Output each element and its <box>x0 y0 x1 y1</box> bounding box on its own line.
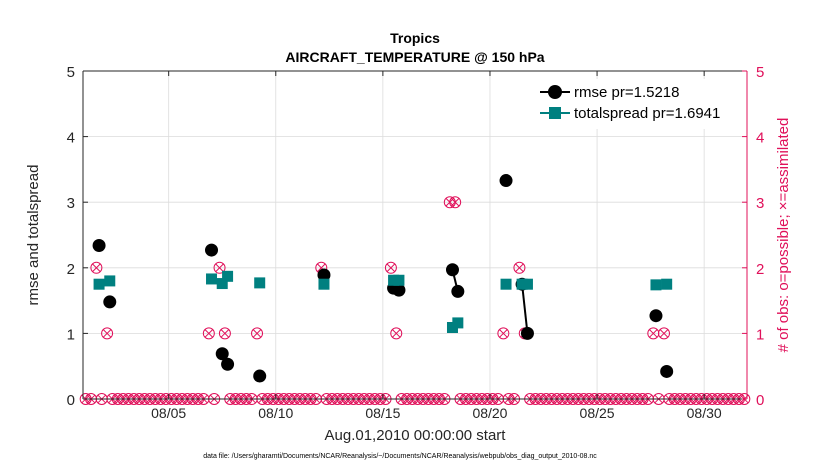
rmse-point <box>499 174 513 188</box>
obs-possible-marker <box>90 261 103 274</box>
obs-assimilated-marker <box>204 329 213 338</box>
totalspread-point <box>93 278 105 290</box>
obs-assimilated-marker <box>499 329 508 338</box>
x-axis-label: Aug.01,2010 00:00:00 start <box>325 427 507 444</box>
totalspread-point <box>206 273 218 285</box>
legend-totalspread-label: totalspread pr=1.6941 <box>574 105 720 122</box>
rmse-point <box>103 295 117 309</box>
totalspread-point <box>661 278 673 290</box>
rmse-point <box>445 263 459 277</box>
y-tick-label-left: 2 <box>67 261 75 278</box>
obs-possible-marker <box>513 261 526 274</box>
obs-assimilated-marker <box>102 329 112 338</box>
rmse-point <box>660 364 674 378</box>
rmse-point <box>392 283 406 297</box>
legend-rmse-marker <box>548 85 562 99</box>
legend-box <box>536 79 741 129</box>
obs-assimilated-marker <box>220 329 230 338</box>
y-tick-label-right: 2 <box>756 261 764 278</box>
obs-assimilated-marker <box>215 263 224 272</box>
obs-possible-marker <box>658 327 670 340</box>
x-tick-label: 08/20 <box>472 405 507 421</box>
x-tick-label: 08/15 <box>365 405 400 421</box>
rmse-point <box>451 284 465 298</box>
y-tick-label-left: 0 <box>67 392 75 409</box>
totalspread-point <box>452 317 464 329</box>
obs-possible-marker <box>449 196 462 209</box>
rmse-point <box>205 243 219 257</box>
totalspread-point <box>393 274 405 286</box>
obs-assimilated-marker <box>451 198 460 207</box>
axes: 08/05 08/10 08/15 08/20 08/25 08/30 0 1 2 3 4 5 0 1 2 3… <box>67 64 765 421</box>
y-tick-label-left: 3 <box>67 195 75 212</box>
totalspread-point <box>104 275 116 287</box>
rmse-point <box>520 326 534 340</box>
legend-rmse-label: rmse pr=1.5218 <box>574 84 679 101</box>
totalspread-point <box>318 278 330 290</box>
obs-assimilated-marker <box>252 329 262 338</box>
chart-title-line2: AIRCRAFT_TEMPERATURE @ 150 hPa <box>285 49 544 65</box>
footer-data-file: data file: /Users/gharamti/Documents/NCA… <box>203 453 597 460</box>
totalspread-point <box>254 277 266 289</box>
obs-assimilated-marker <box>392 329 401 338</box>
x-tick-label: 08/05 <box>151 405 186 421</box>
x-tick-label: 08/30 <box>687 405 722 421</box>
x-tick-label: 08/25 <box>580 405 615 421</box>
legend-totalspread-marker <box>549 107 561 119</box>
legend: rmse pr=1.5218 totalspread pr=1.6941 <box>536 79 741 129</box>
obs-possible-marker <box>101 327 114 340</box>
totalspread-point <box>500 278 512 290</box>
y-tick-label-right: 3 <box>756 195 764 212</box>
y-tick-label-right: 4 <box>756 130 764 147</box>
obs-possible-marker <box>390 327 403 340</box>
obs-assimilated-marker <box>649 329 658 338</box>
obs-possible-marker <box>213 261 226 274</box>
totalspread-point <box>650 279 662 291</box>
obs-possible-marker <box>251 327 264 340</box>
y-tick-label-left: 4 <box>67 130 75 147</box>
y-tick-label-right: 0 <box>756 392 764 409</box>
y-tick-label-right: 1 <box>756 326 764 343</box>
rmse-point <box>649 309 663 323</box>
obs-assimilated-marker <box>92 263 101 272</box>
totalspread-point <box>222 270 234 282</box>
obs-assimilated-marker <box>659 329 669 338</box>
obs-possible-marker <box>497 327 510 340</box>
rmse-point <box>92 238 106 252</box>
obs-assimilated-marker <box>386 263 396 272</box>
rmse-point <box>221 357 235 371</box>
y-axis-label-right: # of obs: o=possible; ×=assimilated <box>775 118 792 353</box>
x-tick-label: 08/10 <box>258 405 293 421</box>
y-tick-label-right: 5 <box>756 64 764 81</box>
y-tick-label-left: 5 <box>67 64 75 81</box>
totalspread-point <box>521 278 533 290</box>
y-tick-label-left: 1 <box>67 326 75 343</box>
totalspread-point <box>216 278 228 290</box>
chart-title-line1: Tropics <box>390 30 440 46</box>
obs-possible-marker <box>384 261 397 274</box>
rmse-point <box>253 369 267 383</box>
rmse-point <box>215 347 229 361</box>
rmse-line <box>521 284 529 334</box>
y-axis-label-left: rmse and totalspread <box>25 165 42 306</box>
obs-possible-marker <box>202 327 215 340</box>
rmse-point <box>317 268 331 282</box>
obs-assimilated-marker <box>515 263 524 272</box>
obs-possible-marker <box>218 327 231 340</box>
